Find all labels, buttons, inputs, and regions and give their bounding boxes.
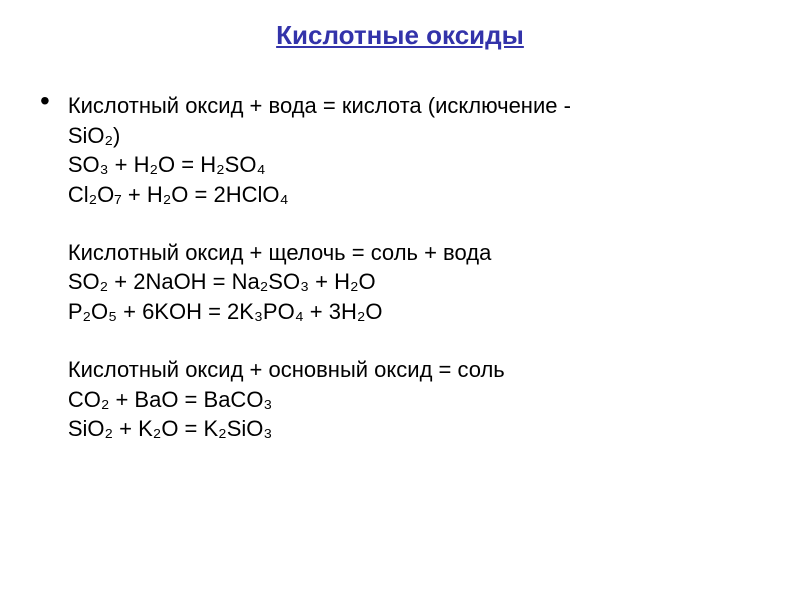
text-line: SO₂ + 2NaOH = Na₂SO₃ + H₂O bbox=[68, 267, 571, 297]
content-area: • Кислотный оксид + вода = кислота (искл… bbox=[40, 91, 760, 472]
bullet-point: • bbox=[40, 87, 50, 115]
reaction-group-3: Кислотный оксид + основный оксид = соль … bbox=[68, 355, 571, 444]
text-line: Cl₂O₇ + H₂O = 2HClO₄ bbox=[68, 180, 571, 210]
text-line: Кислотный оксид + основный оксид = соль bbox=[68, 355, 571, 385]
text-line: SiO₂) bbox=[68, 121, 571, 151]
text-line: CO₂ + BaO = BaCO₃ bbox=[68, 385, 571, 415]
text-line: P₂O₅ + 6KOH = 2K₃PO₄ + 3H₂O bbox=[68, 297, 571, 327]
text-block: Кислотный оксид + вода = кислота (исключ… bbox=[68, 91, 571, 472]
reaction-group-2: Кислотный оксид + щелочь = соль + вода S… bbox=[68, 238, 571, 327]
text-line: Кислотный оксид + щелочь = соль + вода bbox=[68, 238, 571, 268]
text-line: Кислотный оксид + вода = кислота (исключ… bbox=[68, 91, 571, 121]
text-line: SiO₂ + K₂O = K₂SiO₃ bbox=[68, 414, 571, 444]
text-line: SO₃ + H₂O = H₂SO₄ bbox=[68, 150, 571, 180]
slide-title: Кислотные оксиды bbox=[40, 20, 760, 51]
reaction-group-1: Кислотный оксид + вода = кислота (исключ… bbox=[68, 91, 571, 210]
